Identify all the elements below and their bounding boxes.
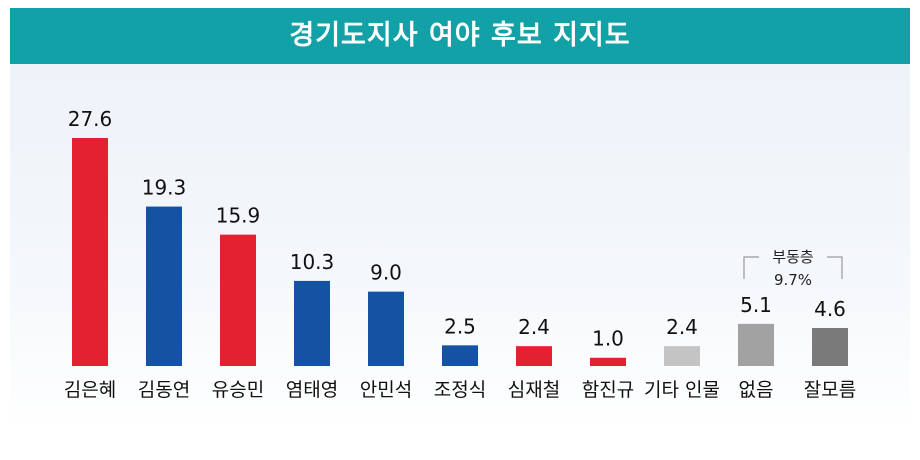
category-label-8: 기타 인물 — [644, 379, 720, 401]
chart-title: 경기도지사 여야 후보 지지도 — [289, 20, 631, 51]
category-label-4: 안민석 — [360, 379, 412, 401]
bar-6 — [516, 346, 552, 366]
annotation-label: 부동층 — [772, 248, 813, 266]
bar-8 — [664, 346, 700, 366]
bar-7 — [590, 357, 626, 366]
bar-5 — [442, 345, 478, 366]
category-label-6: 심재철 — [508, 379, 560, 401]
annotation-bracket — [743, 256, 843, 279]
bar-0 — [72, 138, 108, 366]
value-label-9: 5.1 — [740, 293, 772, 317]
bar-1 — [146, 206, 182, 366]
category-label-10: 잘모름 — [804, 379, 856, 401]
value-label-4: 9.0 — [370, 261, 402, 285]
category-label-9: 없음 — [739, 379, 774, 401]
value-label-2: 15.9 — [216, 204, 261, 228]
category-labels-group: 김은혜 김동연 유승민 염태영 안민석 조정식 심재철 함진규 기타 인물 없음 잘모름 — [64, 379, 856, 401]
bar-9 — [738, 323, 774, 366]
bar-4 — [368, 291, 404, 366]
title-banner: 경기도지사 여야 후보 지지도 — [10, 8, 910, 64]
category-label-1: 김동연 — [138, 379, 190, 401]
floating-voters-annotation: 부동층 9.7% — [743, 248, 843, 289]
value-label-5: 2.5 — [444, 314, 476, 338]
value-labels-group: 27.6 19.3 15.9 10.3 9.0 2.5 2.4 1.0 2.4 5.1 4.6 — [68, 107, 846, 351]
value-label-10: 4.6 — [814, 297, 846, 321]
bars-group — [72, 138, 848, 366]
bar-2 — [220, 234, 256, 366]
value-label-6: 2.4 — [518, 315, 550, 339]
value-label-1: 19.3 — [142, 176, 187, 200]
annotation-value: 9.7% — [774, 271, 812, 289]
category-label-3: 염태영 — [286, 379, 338, 401]
value-label-8: 2.4 — [666, 315, 698, 339]
value-label-0: 27.6 — [68, 107, 113, 131]
bar-10 — [812, 328, 848, 366]
category-label-2: 유승민 — [212, 379, 264, 401]
category-label-5: 조정식 — [434, 379, 486, 401]
category-label-0: 김은혜 — [64, 379, 116, 401]
value-label-7: 1.0 — [592, 327, 624, 351]
category-label-7: 함진규 — [582, 379, 634, 401]
bar-3 — [294, 280, 330, 366]
value-label-3: 10.3 — [290, 250, 335, 274]
